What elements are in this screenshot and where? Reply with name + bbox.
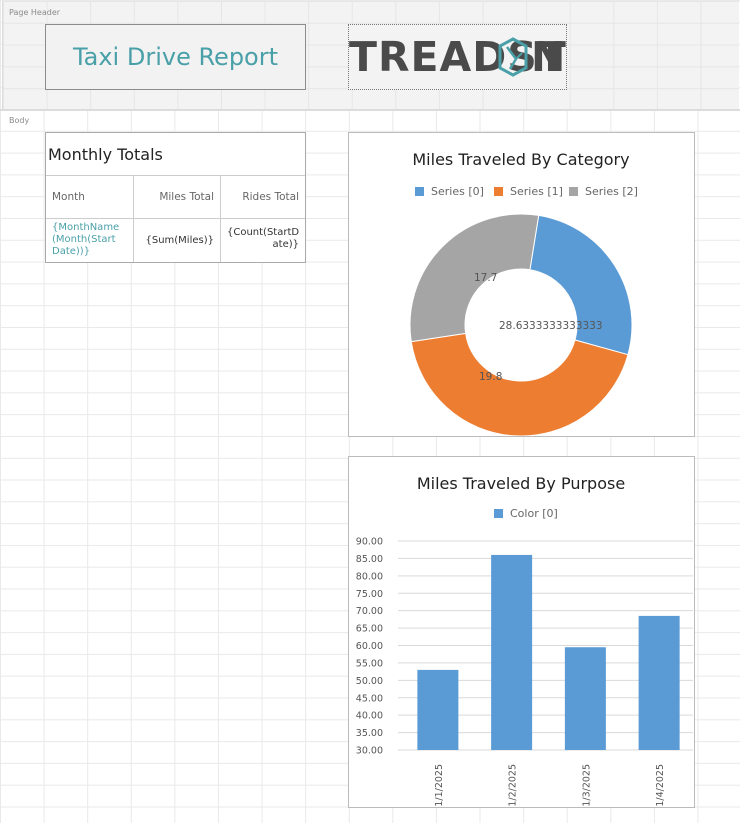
- y-tick-label: 45.00: [356, 693, 383, 704]
- bar[interactable]: [491, 554, 533, 750]
- table-title: Monthly Totals: [48, 145, 163, 164]
- bar[interactable]: [417, 669, 459, 750]
- legend-label: Series [1]: [510, 185, 563, 198]
- legend-item: Color [0]: [494, 507, 558, 520]
- legend-label: Series [0]: [431, 185, 484, 198]
- legend-item: Series [1]: [494, 185, 563, 198]
- legend-label: Color [0]: [510, 507, 558, 520]
- logo-image[interactable]: TREADST NE: [348, 24, 567, 90]
- bar-chart: Miles Traveled By Purpose Color [0] 90.0…: [356, 474, 693, 807]
- y-tick-label: 85.00: [356, 554, 383, 565]
- report-title: Taxi Drive Report: [72, 43, 279, 71]
- column-header-miles-total[interactable]: Miles Total: [133, 176, 220, 219]
- donut-slice[interactable]: [529, 214, 633, 356]
- body-label: Body: [9, 116, 30, 125]
- y-tick-label: 50.00: [356, 676, 383, 687]
- logo-gem-icon: [498, 37, 528, 77]
- report-title-textbox[interactable]: Taxi Drive Report: [45, 24, 306, 90]
- legend-swatch: [494, 187, 503, 196]
- donut-slice[interactable]: [409, 213, 540, 343]
- cell-month-expression[interactable]: {MonthName (Month(Start Date))}: [52, 222, 120, 257]
- y-tick-label: 55.00: [356, 658, 383, 669]
- donut-slice[interactable]: [410, 332, 629, 436]
- data-label: 19.8: [479, 371, 502, 383]
- y-tick-label: 60.00: [356, 641, 383, 652]
- page-header-label: Page Header: [9, 8, 61, 17]
- y-tick-label: 65.00: [356, 624, 383, 635]
- chart-title: Miles Traveled By Purpose: [417, 474, 625, 493]
- column-header-rides-total[interactable]: Rides Total: [220, 176, 305, 219]
- x-tick-label: 1/2/2025: [508, 764, 519, 807]
- logo-text-right: NE: [531, 33, 567, 81]
- legend-swatch: [415, 187, 424, 196]
- data-label: 28.6333333333333: [499, 320, 603, 332]
- y-tick-label: 40.00: [356, 711, 383, 722]
- legend-item: Series [0]: [415, 185, 484, 198]
- x-tick-label: 1/3/2025: [581, 764, 592, 807]
- y-tick-label: 90.00: [356, 537, 383, 548]
- logo-text-left: TREADST: [349, 33, 567, 81]
- cell-miles-expression[interactable]: {Sum(Miles)}: [133, 219, 220, 262]
- donut-chart: Miles Traveled By Category Series [0] Ser…: [409, 150, 638, 436]
- category-chart-panel[interactable]: Miles Traveled By Category Series [0] Ser…: [348, 132, 695, 437]
- legend-label: Series [2]: [585, 185, 638, 198]
- bar[interactable]: [564, 647, 606, 750]
- x-tick-label: 1/1/2025: [434, 764, 445, 807]
- legend-swatch: [494, 509, 503, 518]
- y-tick-label: 35.00: [356, 728, 383, 739]
- monthly-totals-table[interactable]: Monthly Totals Month Miles Total Rides T…: [45, 132, 306, 263]
- data-label: 17.7: [474, 272, 497, 284]
- column-header-month[interactable]: Month: [52, 191, 85, 203]
- y-tick-label: 70.00: [356, 606, 383, 617]
- y-tick-label: 80.00: [356, 571, 383, 582]
- table-row: {MonthName (Month(Start Date))} {Sum(Mil…: [46, 218, 305, 262]
- y-tick-label: 30.00: [356, 746, 383, 757]
- cell-rides-expression[interactable]: {Count(StartD ate)}: [220, 219, 305, 262]
- y-tick-label: 75.00: [356, 589, 383, 600]
- bar[interactable]: [638, 615, 680, 750]
- legend-swatch: [569, 187, 578, 196]
- purpose-chart-panel[interactable]: Miles Traveled By Purpose Color [0] 90.0…: [348, 456, 695, 808]
- table-header-row: Month Miles Total Rides Total: [46, 175, 305, 219]
- legend-item: Series [2]: [569, 185, 638, 198]
- chart-title: Miles Traveled By Category: [412, 150, 629, 169]
- x-tick-label: 1/4/2025: [655, 764, 666, 807]
- band-divider: [0, 109, 740, 111]
